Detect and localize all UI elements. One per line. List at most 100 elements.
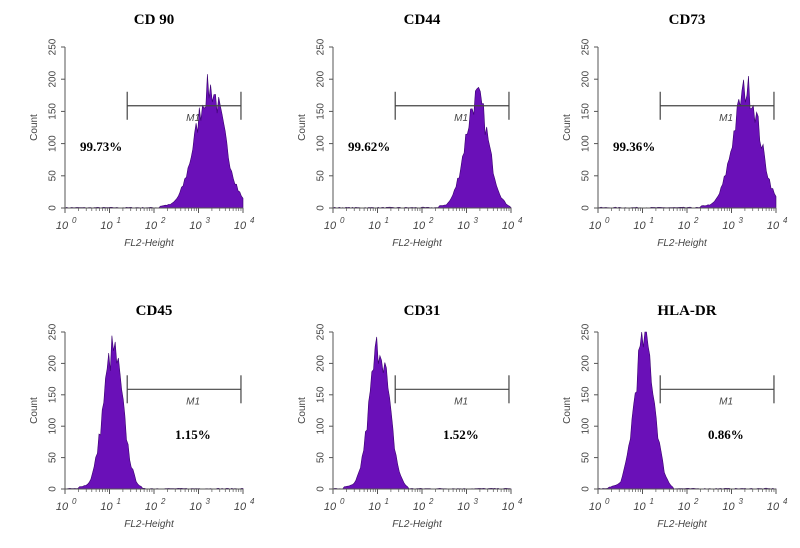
y-tick-label: 150 [316, 386, 327, 403]
x-tick-exponent: 0 [72, 216, 77, 225]
gate-percentage: 99.73% [80, 139, 122, 154]
y-axis-label: Count [562, 397, 573, 424]
y-tick-label: 0 [316, 205, 327, 211]
y-tick-label: 200 [316, 355, 327, 372]
y-axis-label: Count [562, 114, 573, 141]
x-tick-exponent: 1 [385, 216, 389, 225]
x-tick-exponent: 4 [518, 216, 523, 225]
y-tick-label: 150 [48, 386, 59, 403]
x-tick-exponent: 3 [474, 497, 479, 506]
x-tick-exponent: 2 [160, 216, 166, 225]
y-tick-label: 100 [316, 417, 327, 434]
gate-label: M1 [719, 396, 733, 407]
panel-title: CD45 [136, 303, 173, 319]
gate-label: M1 [454, 113, 468, 124]
x-tick-label: 10 [100, 501, 113, 513]
gate-label: M1 [719, 113, 733, 124]
x-tick-label: 10 [722, 220, 735, 232]
panel-title: CD31 [404, 303, 441, 319]
y-tick-label: 250 [581, 323, 592, 340]
x-axis-label: FL2-Height [124, 238, 175, 249]
gate-percentage: 0.86% [708, 427, 744, 442]
x-tick-exponent: 1 [117, 497, 121, 506]
x-tick-exponent: 1 [385, 497, 389, 506]
x-tick-label: 10 [722, 501, 735, 513]
x-tick-label: 10 [324, 220, 337, 232]
panel-title: HLA-DR [657, 303, 716, 319]
x-tick-exponent: 4 [518, 497, 523, 506]
x-tick-exponent: 2 [693, 216, 699, 225]
y-tick-label: 100 [316, 135, 327, 152]
y-tick-label: 0 [316, 486, 327, 492]
x-tick-label: 10 [368, 501, 381, 513]
x-tick-exponent: 0 [72, 497, 77, 506]
x-tick-label: 10 [678, 220, 691, 232]
x-tick-exponent: 2 [428, 216, 434, 225]
y-axis-label: Count [297, 114, 308, 141]
x-tick-label: 10 [234, 220, 247, 232]
y-tick-label: 250 [48, 38, 59, 55]
gate-percentage: 99.62% [348, 139, 390, 154]
y-tick-label: 50 [316, 452, 327, 464]
y-axis-label: Count [29, 114, 40, 141]
y-tick-label: 150 [316, 103, 327, 120]
y-tick-label: 250 [581, 38, 592, 55]
y-tick-label: 50 [316, 170, 327, 182]
x-tick-exponent: 4 [783, 497, 788, 506]
x-tick-label: 10 [589, 501, 602, 513]
x-axis-label: FL2-Height [657, 238, 708, 249]
gate-percentage: 1.15% [175, 427, 211, 442]
x-tick-exponent: 3 [206, 497, 211, 506]
x-tick-label: 10 [100, 220, 113, 232]
x-tick-label: 10 [502, 501, 515, 513]
gate-label: M1 [454, 396, 468, 407]
x-tick-label: 10 [56, 220, 69, 232]
x-tick-label: 10 [457, 220, 470, 232]
x-tick-label: 10 [457, 501, 470, 513]
y-tick-label: 200 [581, 70, 592, 87]
x-tick-label: 10 [189, 220, 202, 232]
panel-title: CD 90 [134, 12, 174, 28]
gate-label: M1 [186, 396, 200, 407]
x-tick-exponent: 3 [739, 216, 744, 225]
gate-percentage: 1.52% [443, 427, 479, 442]
x-axis-label: FL2-Height [392, 238, 443, 249]
gate-label: M1 [186, 113, 200, 124]
x-tick-exponent: 3 [739, 497, 744, 506]
x-tick-label: 10 [56, 501, 69, 513]
y-axis-label: Count [297, 397, 308, 424]
y-tick-label: 0 [581, 486, 592, 492]
y-tick-label: 0 [48, 205, 59, 211]
x-tick-label: 10 [767, 501, 780, 513]
x-tick-exponent: 0 [605, 497, 610, 506]
x-tick-exponent: 0 [605, 216, 610, 225]
x-axis-label: FL2-Height [124, 519, 175, 530]
y-tick-label: 250 [48, 323, 59, 340]
x-axis-label: FL2-Height [392, 519, 443, 530]
y-tick-label: 0 [581, 205, 592, 211]
y-tick-label: 250 [316, 323, 327, 340]
x-tick-label: 10 [633, 220, 646, 232]
x-tick-label: 10 [324, 501, 337, 513]
x-tick-label: 10 [502, 220, 515, 232]
y-tick-label: 150 [48, 103, 59, 120]
x-tick-label: 10 [368, 220, 381, 232]
x-tick-label: 10 [633, 501, 646, 513]
x-tick-exponent: 1 [117, 216, 121, 225]
y-tick-label: 50 [581, 452, 592, 464]
y-tick-label: 200 [581, 355, 592, 372]
x-tick-label: 10 [234, 501, 247, 513]
x-tick-exponent: 0 [340, 497, 345, 506]
x-tick-exponent: 3 [206, 216, 211, 225]
y-tick-label: 100 [48, 417, 59, 434]
x-tick-label: 10 [589, 220, 602, 232]
y-tick-label: 200 [48, 355, 59, 372]
y-tick-label: 50 [581, 170, 592, 182]
y-axis-label: Count [29, 397, 40, 424]
histogram-area [597, 331, 777, 490]
y-tick-label: 150 [581, 386, 592, 403]
